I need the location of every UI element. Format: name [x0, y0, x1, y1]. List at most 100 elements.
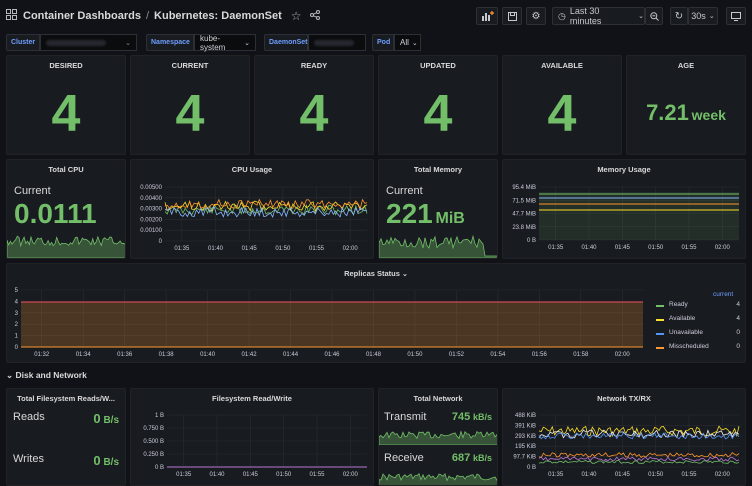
legend-item-unavailable[interactable]: Unavailable 0	[656, 329, 740, 339]
cpu-usage-chart: 0.00500 0.00400 0.00300 0.00200 0.00100 0 01:3…	[140, 185, 368, 252]
pod-value: All	[400, 38, 409, 47]
dashboards-grid-icon[interactable]	[6, 9, 17, 23]
net-xtick: 01:55	[681, 472, 697, 478]
cpu-xtick: 01:45	[242, 246, 258, 252]
panel-total-cpu[interactable]: Total CPU Current 0.0111	[6, 159, 126, 259]
replicas-chart: 5 4 3 2 1 0 01:32 01:34 01:36 01:38 01:40 01:42 01:4…	[15, 288, 643, 358]
transmit-label: Transmit	[384, 411, 427, 423]
panel-title: Total CPU	[48, 165, 84, 174]
star-icon[interactable]: ☆	[290, 9, 302, 23]
total-cpu-label: Current	[14, 185, 51, 197]
refresh-button[interactable]: ↻	[670, 7, 688, 25]
rep-xtick: 01:54	[490, 352, 506, 358]
panel-replicas-status[interactable]: Replicas Status ⌄ 5 4 3 2 1 0 01:32 01:34 01:36 0…	[6, 263, 746, 363]
legend-name: Ready	[669, 301, 688, 308]
panel-title: Memory Usage	[597, 165, 651, 174]
panel-ready[interactable]: READY 4	[254, 55, 374, 155]
rep-xtick: 01:36	[117, 352, 133, 358]
legend-item-misscheduled[interactable]: Misscheduled 0	[656, 343, 740, 353]
net-xtick: 01:45	[615, 472, 631, 478]
fs-xtick: 02:00	[343, 472, 359, 478]
cpu-xtick: 01:50	[275, 246, 291, 252]
refresh-interval-picker[interactable]: 30s ⌄	[688, 7, 718, 25]
panel-total-fs[interactable]: Total Filesystem Reads/W... Reads 0 B/s …	[6, 388, 126, 486]
fs-xtick: 01:45	[243, 472, 259, 478]
fs-ytick: 0.500 B	[143, 439, 164, 445]
memory-usage-chart: 95.4 MiB 71.5 MiB 47.7 MiB 23.8 MiB 0 B 01:35…	[512, 185, 739, 251]
panel-current[interactable]: CURRENT 4	[130, 55, 250, 155]
legend-name: Misscheduled	[669, 343, 709, 350]
receive-unit: kB/s	[472, 453, 492, 463]
cpu-xtick: 01:35	[174, 246, 190, 252]
ready-value: 4	[299, 85, 329, 143]
writes-value: 0	[93, 453, 101, 468]
panel-total-memory[interactable]: Total Memory Current 221 MiB	[378, 159, 498, 259]
total-cpu-value: 0.0111	[14, 198, 97, 229]
dashboard-title[interactable]: Kubernetes: DaemonSet	[154, 10, 282, 22]
cpu-ytick: 0.00300	[140, 207, 162, 213]
reads-label: Reads	[13, 411, 45, 423]
age-stat: 7.21 week	[627, 100, 745, 126]
panel-updated[interactable]: UPDATED 4	[378, 55, 498, 155]
writes-label: Writes	[13, 453, 44, 465]
panel-title: Total Memory	[413, 165, 463, 174]
breadcrumb-folder[interactable]: Container Dashboards	[23, 10, 141, 22]
panel-age[interactable]: AGE 7.21 week	[626, 55, 746, 155]
zoom-out-button[interactable]	[645, 7, 663, 25]
updated-value: 4	[423, 85, 453, 143]
panel-title: Filesystem Read/Write	[212, 394, 292, 403]
daemonset-select[interactable]	[308, 34, 366, 51]
namespace-select[interactable]: kube-system ⌄	[194, 34, 256, 52]
panel-title: DESIRED	[49, 61, 83, 70]
receive-value: 687	[451, 452, 471, 464]
pod-select[interactable]: All ⌄	[394, 34, 421, 51]
panel-available[interactable]: AVAILABLE 4	[502, 55, 622, 155]
panel-fs-read-write[interactable]: Filesystem Read/Write 1 B 0.750 B 0.500 B 0…	[130, 388, 374, 486]
save-dashboard-button[interactable]	[502, 7, 522, 25]
cpu-ytick: 0.00100	[140, 228, 162, 234]
rep-xtick: 01:38	[159, 352, 175, 358]
fs-xtick: 01:40	[209, 472, 225, 478]
transmit-sparkline	[379, 430, 497, 445]
refresh-icon: ↻	[674, 10, 684, 22]
panel-title: CPU Usage	[231, 165, 273, 174]
monitor-icon	[731, 11, 741, 21]
mem-ytick: 95.4 MiB	[512, 185, 536, 191]
rep-xtick: 01:34	[76, 352, 92, 358]
cpu-xtick: 02:00	[343, 246, 359, 252]
legend-value: 4	[736, 301, 740, 308]
panel-memory-usage[interactable]: Memory Usage 95.4 MiB 71.5 MiB 47.7 MiB 23.…	[502, 159, 746, 259]
tv-mode-button[interactable]	[726, 7, 746, 25]
fs-ytick: 0 B	[155, 465, 164, 471]
chevron-down-icon: ⌄	[244, 39, 250, 47]
legend-value: 0	[736, 343, 740, 350]
cpu-xtick: 01:40	[208, 246, 224, 252]
legend-name: Unavailable	[669, 329, 703, 336]
settings-button[interactable]: ⚙	[526, 7, 546, 25]
rep-xtick: 01:56	[532, 352, 548, 358]
net-ytick: 195 KiB	[515, 444, 536, 450]
legend-item-ready[interactable]: Ready 4	[656, 301, 740, 311]
chevron-down-icon: ⌄	[402, 271, 408, 278]
rep-ytick: 5	[15, 288, 19, 294]
mem-ytick: 47.7 MiB	[512, 212, 536, 218]
cpu-ytick: 0.00400	[140, 196, 162, 202]
time-range-picker[interactable]: ◷ Last 30 minutes ⌄	[552, 6, 645, 26]
writes-stat: 0 B/s	[93, 453, 119, 468]
panel-total-network[interactable]: Total Network Transmit 745 kB/s Receive …	[378, 388, 498, 486]
panel-cpu-usage[interactable]: CPU Usage 0.00500 0.00400 0.00300 0.00200 0.…	[130, 159, 374, 259]
panel-desired[interactable]: DESIRED 4	[6, 55, 126, 155]
panel-title: Replicas Status ⌄	[7, 269, 745, 278]
rep-xtick: 01:44	[283, 352, 299, 358]
cluster-select[interactable]: ⌄	[40, 34, 137, 51]
share-icon[interactable]	[309, 9, 320, 23]
rep-xtick: 01:48	[366, 352, 382, 358]
panel-network-txrx[interactable]: Network TX/RX 488 KiB 391 KiB 293 KiB 195 K…	[502, 388, 746, 486]
daemonset-label: DaemonSet	[264, 34, 308, 51]
section-disk-network[interactable]: ⌄ Disk and Network	[6, 370, 87, 381]
rep-ytick: 0	[15, 345, 19, 351]
net-ytick: 488 KiB	[515, 413, 536, 419]
chevron-down-icon: ⌄	[638, 13, 644, 20]
legend-item-available[interactable]: Available 4	[656, 315, 740, 325]
add-panel-button[interactable]	[476, 7, 498, 25]
